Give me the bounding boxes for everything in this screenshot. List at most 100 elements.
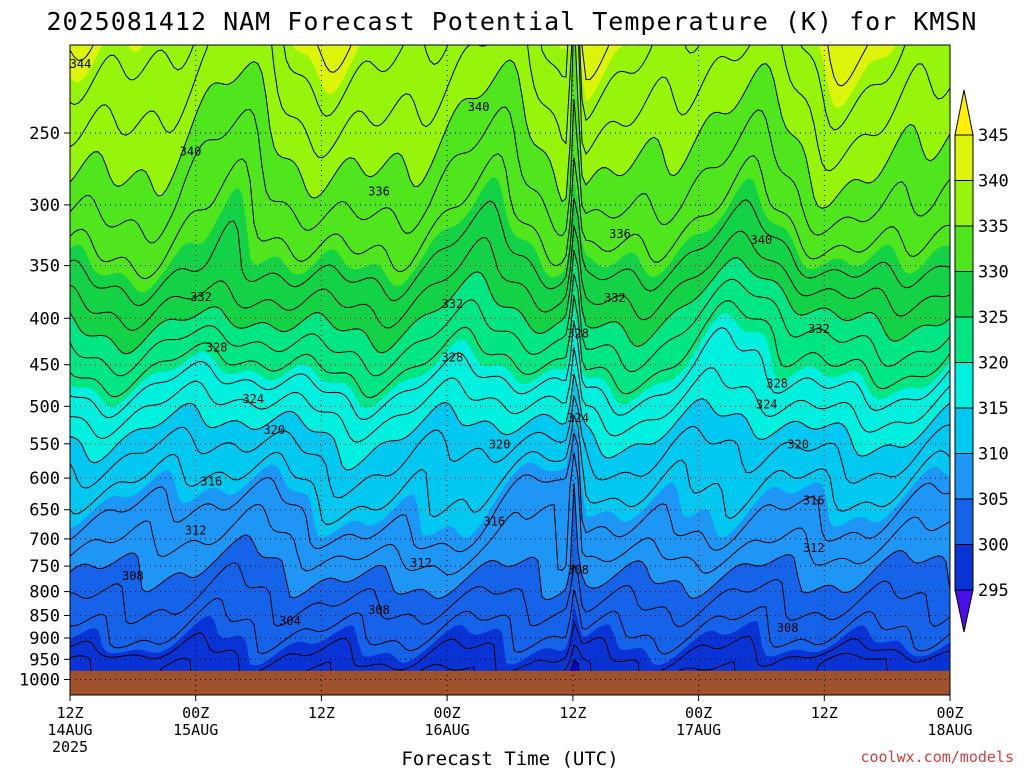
theta-fill-layer: [70, 45, 950, 695]
contour-332: [70, 225, 950, 331]
colorbar-segment: [954, 180, 974, 227]
contour-320: [70, 373, 950, 471]
colorbar-label: 305: [978, 490, 1009, 510]
grid-lines: [70, 45, 950, 695]
contour-318: [70, 395, 950, 499]
contour-label: 344: [70, 57, 92, 71]
contour-label: 320: [489, 438, 511, 452]
contour-330: [70, 250, 950, 355]
colorbar-segment: [954, 407, 974, 454]
contour-326: [70, 295, 950, 399]
y-axis: 2503003504004505005506006507007508008509…: [19, 124, 70, 691]
x-axis-label: Forecast Time (UTC): [401, 748, 618, 768]
contour-label: 308: [368, 603, 390, 617]
colorbar-label: 345: [978, 126, 1009, 146]
contour-label: 332: [442, 297, 464, 311]
contour-label: 308: [777, 621, 799, 635]
colorbar-segment: [954, 544, 974, 591]
contour-label: 312: [185, 523, 207, 537]
y-tick-label: 750: [29, 557, 60, 577]
y-tick-label: 650: [29, 501, 60, 521]
y-tick-label: 900: [29, 629, 60, 649]
x-tick-label: 2025: [52, 738, 88, 756]
colorbar-segment: [954, 498, 974, 545]
y-tick-label: 950: [29, 650, 60, 670]
contour-label: 312: [410, 556, 432, 570]
colorbar-segment: [954, 453, 974, 500]
y-tick-label: 550: [29, 435, 60, 455]
y-tick-label: 800: [29, 583, 60, 603]
x-tick-label: 17AUG: [676, 721, 721, 739]
x-tick-label: 00Z: [434, 704, 461, 722]
plot-frame: [69, 44, 951, 696]
y-tick-label: 1000: [19, 671, 60, 691]
contour-label: 332: [808, 322, 830, 336]
contour-label: 304: [279, 614, 301, 628]
contour-344: [70, 45, 906, 131]
contour-306: [70, 589, 950, 655]
contour-label: 324: [242, 392, 264, 406]
contour-334: [70, 197, 950, 307]
colorbar: 345 340 335 330 325 320 315 310 305 300 295: [954, 89, 1009, 633]
fill-band-345: [70, 45, 950, 109]
x-tick-label: 12Z: [308, 704, 335, 722]
y-tick-label: 600: [29, 469, 60, 489]
colorbar-label: 330: [978, 263, 1009, 283]
colorbar-segment: [954, 225, 974, 272]
contour-322: [70, 347, 950, 443]
contour-312: [70, 452, 950, 576]
contour-label: 332: [604, 291, 626, 305]
contour-label: 324: [567, 411, 589, 425]
contour-308: [70, 562, 950, 628]
contour-label: 340: [180, 145, 202, 159]
y-tick-label: 350: [29, 257, 60, 277]
contour-342: [70, 45, 950, 172]
theta-contour-layer: [70, 45, 950, 695]
x-tick-label: 12Z: [56, 704, 83, 722]
contour-label: 332: [190, 290, 212, 304]
x-tick-label: 14AUG: [47, 721, 92, 739]
colorbar-label: 295: [978, 581, 1009, 601]
x-tick-label: 00Z: [685, 704, 712, 722]
contour-328: [70, 273, 950, 377]
contour-label: 328: [567, 327, 589, 341]
colorbar-segment: [954, 271, 974, 318]
x-tick-label: 00Z: [182, 704, 209, 722]
contour-labels: 344 340 340 336 336 340 332 332 332 332 328 328 328 3…: [70, 57, 830, 635]
colorbar-bottom-arrow: [954, 589, 974, 633]
x-tick-label: 18AUG: [927, 721, 972, 739]
colorbar-segment: [954, 362, 974, 409]
contour-label: 328: [442, 351, 464, 365]
colorbar-label: 320: [978, 354, 1009, 374]
contour-label: 340: [751, 233, 773, 247]
y-tick-label: 400: [29, 309, 60, 329]
contour-label: 316: [803, 494, 825, 508]
contour-label: 316: [201, 474, 223, 488]
x-tick-label: 12Z: [559, 704, 586, 722]
contour-338: [70, 99, 950, 244]
contour-label: 328: [206, 341, 228, 355]
contour-label: 312: [803, 541, 825, 555]
y-tick-label: 850: [29, 607, 60, 627]
x-tick-label: 15AUG: [173, 721, 218, 739]
contour-314: [70, 432, 950, 553]
contour-label: 320: [263, 423, 285, 437]
colorbar-label: 340: [978, 172, 1009, 192]
colorbar-label: 310: [978, 445, 1009, 465]
contour-label: 336: [368, 185, 390, 199]
contour-label: 340: [468, 100, 490, 114]
contour-label: 316: [483, 515, 505, 529]
chart-title: 2025081412 NAM Forecast Potential Temper…: [47, 7, 978, 36]
contour-label: 308: [122, 569, 144, 583]
contour-label: 336: [609, 227, 631, 241]
x-tick-label: 00Z: [936, 704, 963, 722]
y-tick-label: 500: [29, 397, 60, 417]
ground-surface: [70, 670, 950, 695]
contour-336: [70, 153, 950, 280]
y-tick-label: 700: [29, 530, 60, 550]
colorbar-label: 300: [978, 536, 1009, 556]
colorbar-segment: [954, 134, 974, 181]
contour-label: 308: [567, 563, 589, 577]
contour-label: 324: [756, 398, 778, 412]
